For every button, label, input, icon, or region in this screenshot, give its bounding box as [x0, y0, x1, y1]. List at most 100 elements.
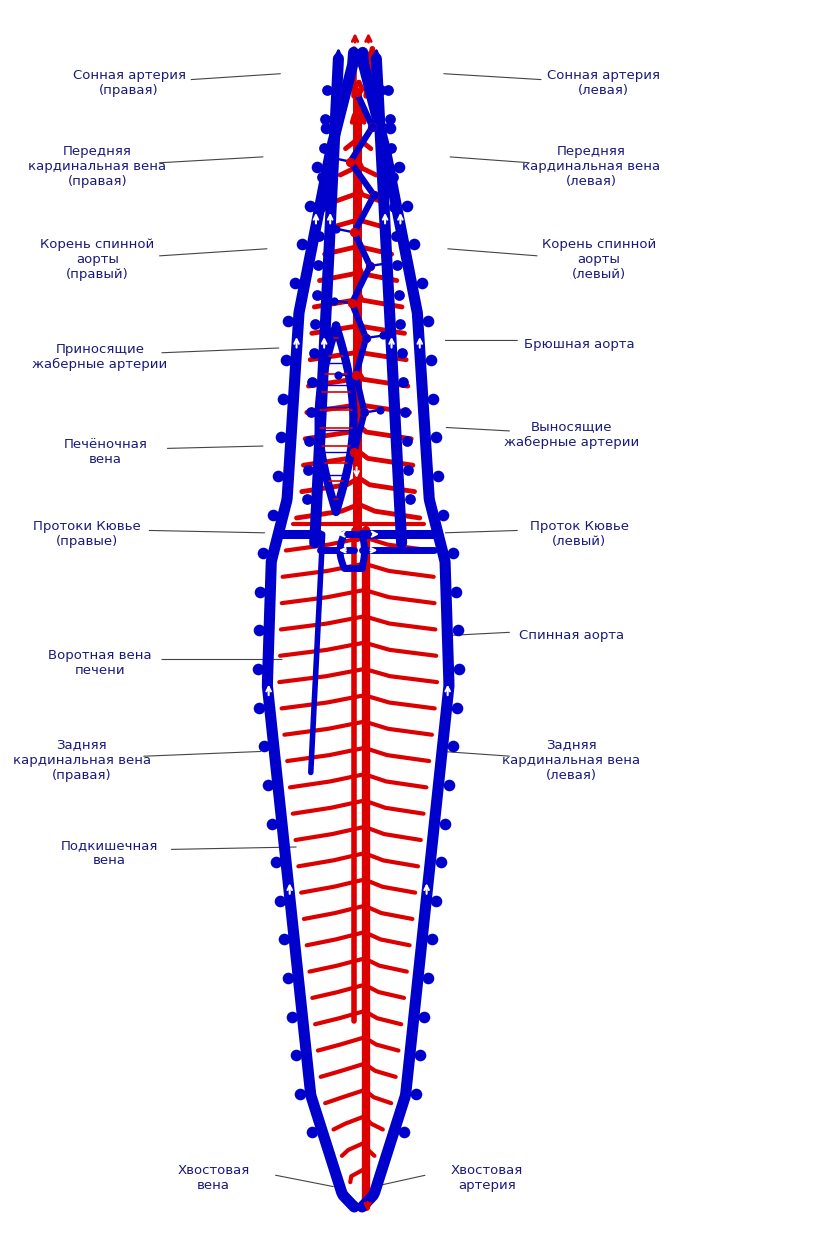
Point	[301, 460, 314, 480]
Text: Корень спинной
аорты
(левый): Корень спинной аорты (левый)	[542, 238, 656, 282]
Point	[402, 460, 415, 480]
Text: Передняя
кардинальная вена
(правая): Передняя кардинальная вена (правая)	[29, 145, 166, 188]
Point	[397, 373, 410, 393]
Point	[413, 1045, 426, 1065]
Point	[446, 736, 459, 756]
Point	[286, 1006, 299, 1026]
Point	[265, 813, 278, 833]
Point	[274, 428, 287, 448]
Point	[346, 293, 359, 313]
Point	[269, 852, 282, 872]
Point	[319, 108, 332, 128]
Text: Воротная вена
печени: Воротная вена печени	[48, 650, 151, 677]
Point	[305, 373, 319, 393]
Point	[311, 157, 324, 177]
Point	[306, 1122, 319, 1142]
Point	[384, 108, 397, 128]
Point	[374, 80, 387, 100]
Text: Хвостовая
вена: Хвостовая вена	[178, 1165, 249, 1192]
Text: Брюшная аорта: Брюшная аорта	[524, 338, 635, 350]
Point	[261, 774, 274, 794]
Point	[328, 291, 341, 311]
Point	[314, 197, 328, 217]
Point	[393, 157, 406, 177]
Point	[382, 182, 395, 202]
Point	[281, 968, 295, 988]
Text: Спинная аорта: Спинная аорта	[518, 630, 624, 642]
Point	[300, 489, 314, 509]
Point	[294, 1084, 307, 1104]
Point	[349, 365, 362, 385]
Point	[442, 774, 455, 794]
Point	[288, 273, 301, 293]
Point	[391, 256, 404, 276]
Point	[251, 660, 264, 680]
Point	[277, 929, 291, 949]
Point	[367, 186, 380, 206]
Point	[257, 736, 270, 756]
Point	[389, 226, 402, 246]
Point	[374, 400, 387, 420]
Point	[395, 343, 408, 363]
Point	[382, 80, 395, 100]
Point	[364, 256, 377, 276]
Point	[290, 1045, 303, 1065]
Point	[253, 582, 267, 602]
Point	[434, 852, 447, 872]
Point	[421, 968, 435, 988]
Text: Сонная артерия
(правая): Сонная артерия (правая)	[72, 70, 186, 97]
Point	[344, 152, 357, 172]
Point	[360, 328, 373, 348]
Point	[252, 621, 265, 641]
Point	[311, 256, 324, 276]
Point	[332, 365, 345, 385]
Point	[365, 117, 379, 137]
Point	[303, 196, 316, 216]
Point	[379, 117, 393, 137]
Point	[415, 273, 428, 293]
Point	[319, 118, 332, 138]
Point	[329, 218, 342, 238]
Point	[257, 544, 270, 564]
Point	[347, 443, 360, 463]
Point	[307, 343, 320, 363]
Point	[295, 234, 309, 254]
Point	[253, 697, 266, 717]
Point	[305, 402, 318, 421]
Point	[437, 505, 450, 525]
Point	[350, 82, 363, 102]
Point	[320, 80, 333, 100]
Point	[403, 489, 416, 509]
Point	[347, 222, 360, 242]
Point	[426, 389, 439, 409]
Text: Печёночная
вена: Печёночная вена	[63, 438, 147, 466]
Point	[393, 284, 406, 304]
Point	[398, 1122, 411, 1142]
Point	[409, 1084, 422, 1104]
Point	[273, 890, 286, 910]
Point	[400, 196, 413, 216]
Point	[450, 697, 463, 717]
Point	[358, 403, 371, 423]
Point	[377, 325, 390, 345]
Point	[310, 284, 323, 304]
Point	[452, 660, 465, 680]
Point	[272, 466, 285, 486]
Point	[451, 621, 464, 641]
Point	[384, 118, 397, 138]
Point	[281, 312, 295, 332]
Point	[388, 197, 401, 217]
Point	[316, 167, 329, 187]
Point	[277, 389, 290, 409]
Point	[303, 431, 316, 451]
Point	[447, 544, 460, 564]
Point	[279, 350, 292, 370]
Point	[313, 226, 326, 246]
Text: Выносящие
жаберные артерии: Выносящие жаберные артерии	[504, 420, 639, 449]
Point	[365, 117, 379, 137]
Point	[398, 402, 412, 421]
Text: Проток Кювье
(левый): Проток Кювье (левый)	[530, 520, 629, 549]
Text: Передняя
кардинальная вена
(левая): Передняя кардинальная вена (левая)	[522, 145, 660, 188]
Point	[367, 186, 380, 206]
Text: Хвостовая
артерия: Хвостовая артерия	[451, 1165, 523, 1192]
